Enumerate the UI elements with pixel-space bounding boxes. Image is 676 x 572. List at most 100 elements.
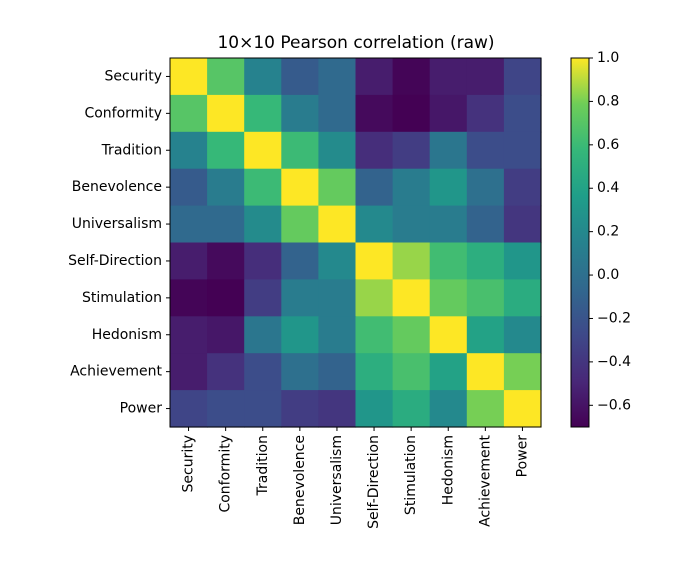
heatmap-cell — [503, 131, 542, 170]
heatmap-cell — [355, 316, 394, 354]
heatmap-cell — [503, 205, 542, 244]
heatmap-cell — [429, 279, 468, 317]
heatmap-cell — [429, 131, 468, 170]
heatmap-cell — [355, 279, 394, 317]
heatmap-cell — [466, 131, 505, 170]
heatmap-cell — [244, 390, 282, 428]
heatmap-cell — [281, 353, 319, 391]
heatmap-cell — [392, 94, 431, 133]
heatmap-cell — [170, 131, 208, 170]
heatmap-cell — [281, 390, 319, 428]
colorbar-tick-label: −0.4 — [597, 354, 631, 370]
colorbar-tick-label: 0.8 — [597, 93, 619, 109]
heatmap-cell — [281, 316, 319, 354]
heatmap-cell — [318, 131, 357, 170]
heatmap-cell — [466, 94, 505, 133]
heatmap-cell — [207, 390, 245, 428]
heatmap-cell — [207, 58, 245, 96]
heatmap-cell — [281, 131, 319, 170]
heatmap-cell — [318, 242, 357, 280]
heatmap-cell — [170, 279, 208, 317]
heatmap-cell — [503, 316, 542, 354]
heatmap-cell — [244, 58, 282, 96]
heatmap-cell — [503, 242, 542, 280]
heatmap-cell — [244, 279, 282, 317]
heatmap-cell — [429, 242, 468, 280]
heatmap-cell — [244, 94, 282, 133]
column-label: Power — [514, 435, 530, 478]
heatmap-cell — [207, 353, 245, 391]
heatmap-cell — [429, 390, 468, 428]
heatmap-cell — [170, 205, 208, 244]
heatmap-cell — [466, 205, 505, 244]
heatmap-cell — [318, 94, 357, 133]
heatmap-cell — [355, 94, 394, 133]
heatmap-cell — [170, 168, 208, 207]
heatmap-cell — [318, 205, 357, 244]
heatmap-cell — [170, 390, 208, 428]
heatmap-cell — [466, 168, 505, 207]
heatmap-cell — [207, 316, 245, 354]
heatmap-cell — [207, 242, 245, 280]
heatmap-cell — [466, 58, 505, 96]
heatmap-cell — [429, 353, 468, 391]
heatmap-cell — [281, 168, 319, 207]
heatmap-cell — [170, 94, 208, 133]
heatmap-cell — [466, 316, 505, 354]
heatmap-cell — [392, 242, 431, 280]
heatmap-cell — [503, 58, 542, 96]
column-label: Achievement — [477, 434, 493, 526]
heatmap-cell — [318, 390, 357, 428]
heatmap-cell — [392, 131, 431, 170]
heatmap-cell — [503, 279, 542, 317]
colorbar-tick-label: 0.6 — [597, 137, 619, 153]
row-label: Universalism — [72, 216, 162, 232]
heatmap-cell — [244, 131, 282, 170]
column-label: Self-Direction — [366, 435, 382, 529]
row-label: Power — [120, 401, 163, 417]
heatmap-cell — [244, 242, 282, 280]
column-label: Conformity — [218, 435, 234, 513]
heatmap-cell — [392, 279, 431, 317]
heatmap-cell — [355, 168, 394, 207]
heatmap-cell — [429, 168, 468, 207]
heatmap-cell — [392, 58, 431, 96]
row-labels: Security Conformity Tradition Benevolence Un… — [68, 68, 170, 417]
colorbar — [570, 57, 590, 428]
row-label: Achievement — [70, 364, 162, 380]
heatmap-cell — [466, 242, 505, 280]
colorbar-tick-label: 0.4 — [597, 180, 619, 196]
row-label: Hedonism — [92, 327, 162, 343]
heatmap-cell — [503, 390, 542, 428]
heatmap-cell — [355, 131, 394, 170]
heatmap-cell — [170, 58, 208, 96]
heatmap-cell — [392, 390, 431, 428]
column-label: Tradition — [255, 435, 271, 496]
chart-title: 10×10 Pearson correlation (raw) — [217, 33, 494, 53]
row-label: Conformity — [84, 105, 162, 121]
heatmap-cell — [318, 279, 357, 317]
row-label: Security — [105, 68, 163, 84]
heatmap-cell — [318, 353, 357, 391]
heatmap-cell — [318, 58, 357, 96]
heatmap-cell — [392, 353, 431, 391]
heatmap-cell — [466, 279, 505, 317]
colorbar-tick-label: −0.2 — [597, 310, 631, 326]
colorbar-tick-label: −0.6 — [597, 397, 631, 413]
column-label: Universalism — [329, 435, 345, 525]
column-label: Benevolence — [292, 435, 308, 525]
heatmap-cell — [392, 316, 431, 354]
heatmap-cell — [207, 94, 245, 133]
row-label: Benevolence — [72, 179, 162, 195]
heatmap-cell — [244, 316, 282, 354]
column-label: Security — [181, 435, 197, 493]
heatmap-cell — [429, 316, 468, 354]
heatmap-cell — [207, 205, 245, 244]
heatmap-cell — [244, 205, 282, 244]
heatmap-cell — [355, 353, 394, 391]
heatmap-cell — [429, 94, 468, 133]
colorbar-tick-label: 0.2 — [597, 224, 619, 240]
heatmap-cell — [355, 58, 394, 96]
heatmap-cell — [281, 279, 319, 317]
